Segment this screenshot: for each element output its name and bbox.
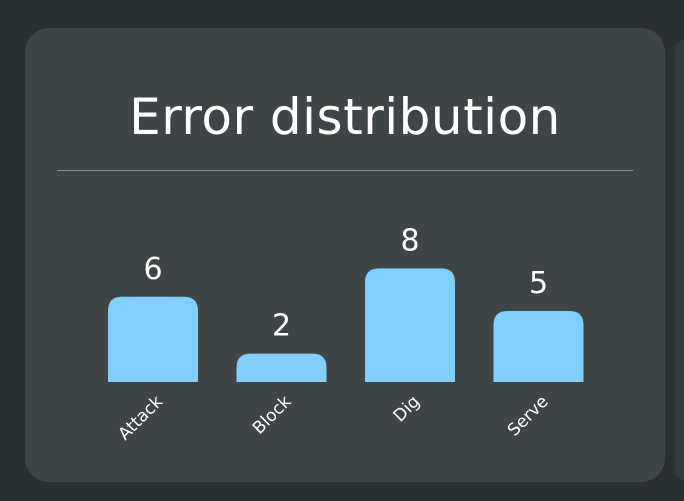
value-label-block: 2 [272,309,291,344]
tick-label-attack: Attack [114,392,167,445]
bar-dig [365,268,455,382]
bar-serve [493,311,584,382]
title-divider [57,170,633,171]
bar-attack [108,296,198,382]
value-label-attack: 6 [143,252,162,287]
adjacent-panel-edge [675,40,684,480]
tick-label-dig: Dig [390,392,424,426]
chart-card: Error distribution 6 Attack 2 Block 8 Dig 5 Ser… [25,28,665,482]
tick-label-block: Block [249,392,296,439]
value-label-dig: 8 [400,223,419,258]
chart-title: Error distribution [129,88,561,146]
bar-chart: 6 Attack 2 Block 8 Dig 5 Serve [108,223,584,445]
bar-block [236,353,327,382]
value-label-serve: 5 [529,266,548,301]
tick-label-serve: Serve [504,392,553,441]
